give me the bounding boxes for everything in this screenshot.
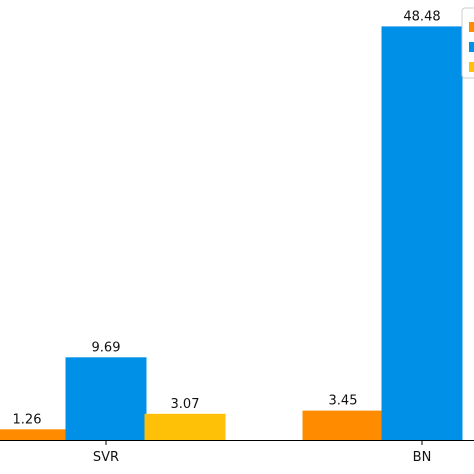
legend-swatch-series-3 bbox=[469, 62, 474, 72]
legend-swatch-series-1 bbox=[469, 22, 474, 32]
legend bbox=[461, 7, 474, 79]
data-label-svr-series-2: 9.69 bbox=[92, 340, 121, 355]
data-label-bn-series-1: 3.45 bbox=[329, 394, 358, 409]
data-label-svr-series-3: 3.07 bbox=[171, 397, 200, 412]
x-tick-label-bn: BN bbox=[413, 450, 432, 465]
bar-svr-series-3 bbox=[144, 413, 226, 440]
data-label-bn-series-2: 48.48 bbox=[403, 9, 440, 24]
bar-svr-series-2 bbox=[65, 357, 147, 440]
bar-bn-series-1 bbox=[302, 410, 384, 440]
data-labels-layer: 1.26 3.45 9.69 48.48 3.07 bbox=[13, 9, 441, 427]
bars-layer bbox=[0, 26, 463, 441]
x-ticks-layer: SVR BN bbox=[93, 440, 431, 465]
x-tick-label-svr: SVR bbox=[93, 450, 119, 465]
data-label-svr-series-1: 1.26 bbox=[13, 412, 42, 427]
bar-bn-series-2 bbox=[381, 26, 463, 441]
bar-svr-series-1 bbox=[0, 429, 68, 441]
legend-swatch-series-2 bbox=[469, 42, 474, 52]
